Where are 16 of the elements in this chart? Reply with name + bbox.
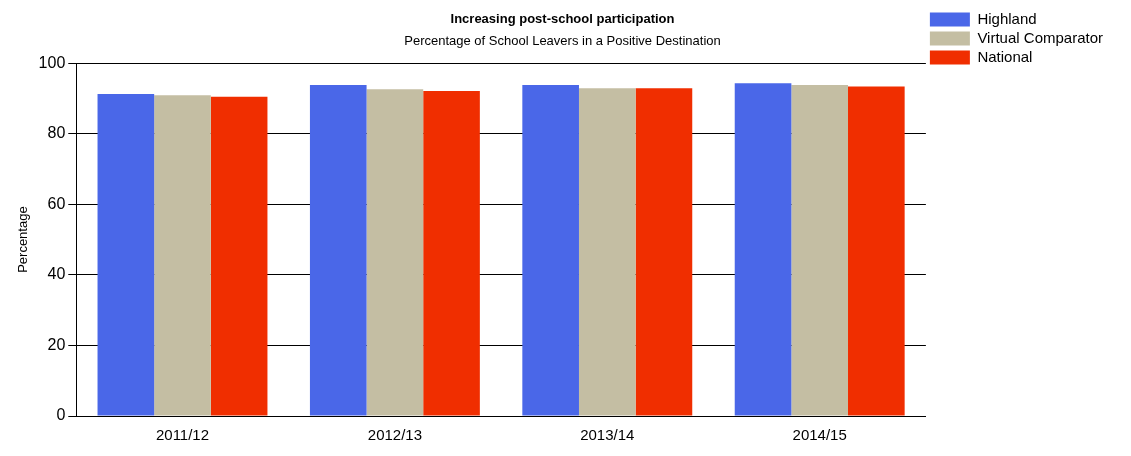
y-tick-label: 40	[47, 265, 66, 283]
x-tick-label: 2014/15	[792, 426, 847, 444]
x-tick-label: 2013/14	[580, 426, 635, 444]
chart-subtitle: Percentage of School Leavers in a Positive Destination	[404, 32, 721, 48]
x-tick-label: 2011/12	[155, 426, 210, 444]
y-axis-title: Percentage	[15, 206, 31, 273]
legend-label: National	[977, 47, 1033, 65]
y-tick-label: 60	[47, 194, 66, 212]
y-tick-label: 20	[47, 335, 66, 353]
legend-label: Highland	[977, 9, 1037, 27]
y-tick-label: 100	[38, 53, 66, 71]
y-tick-label: 80	[47, 124, 66, 142]
legend-label: Virtual Comparator	[977, 28, 1104, 46]
chart-title: Increasing post-school participation	[450, 11, 675, 27]
y-tick-label: 0	[56, 406, 66, 424]
x-tick-label: 2012/13	[367, 426, 423, 444]
